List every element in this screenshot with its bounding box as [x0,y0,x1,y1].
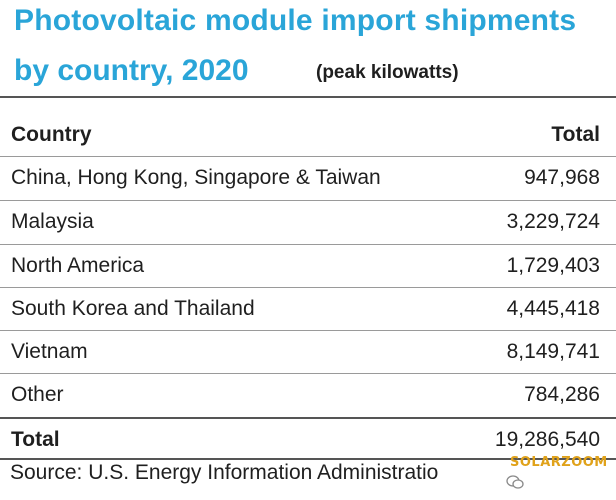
table-total-row: Total 19,286,540 [0,419,616,461]
watermark-logo: SOLARZOOM [510,455,608,470]
wechat-icon [506,475,524,489]
row-divider [0,373,616,374]
row-country: North America [11,254,145,277]
row-country: South Korea and Thailand [11,297,255,320]
total-rule [0,417,616,419]
row-total: 784,286 [524,383,600,406]
row-country: Other [11,383,64,406]
table-row: China, Hong Kong, Singapore & Taiwan 947… [0,157,616,199]
table-row: North America 1,729,403 [0,245,616,287]
row-total: 947,968 [524,166,600,189]
source-note: Source: U.S. Energy Information Administ… [10,461,439,484]
row-total: 4,445,418 [506,297,600,320]
total-label: Total [11,428,60,451]
table-row: Other 784,286 [0,374,616,416]
header-country: Country [11,123,92,146]
top-rule [0,96,616,98]
row-total: 8,149,741 [506,340,600,363]
row-country: Malaysia [11,210,94,233]
header-rule [0,156,616,157]
header-total: Total [551,123,600,146]
table-unit-label: (peak kilowatts) [316,62,459,83]
row-total: 1,729,403 [506,254,600,277]
table-title-line2: by country, 2020 [14,54,249,87]
row-divider [0,200,616,201]
table-row: South Korea and Thailand 4,445,418 [0,288,616,330]
bottom-rule [0,458,616,460]
table-header-row: Country Total [0,114,616,156]
row-divider [0,244,616,245]
row-divider [0,287,616,288]
row-country: Vietnam [11,340,88,363]
watermark: SOLARZOOM [500,455,612,495]
table-row: Vietnam 8,149,741 [0,331,616,373]
table-title-line1: Photovoltaic module import shipments [14,4,577,37]
row-divider [0,330,616,331]
row-total: 3,229,724 [506,210,600,233]
table-row: Malaysia 3,229,724 [0,201,616,243]
total-value: 19,286,540 [494,428,600,451]
row-country: China, Hong Kong, Singapore & Taiwan [11,166,381,189]
